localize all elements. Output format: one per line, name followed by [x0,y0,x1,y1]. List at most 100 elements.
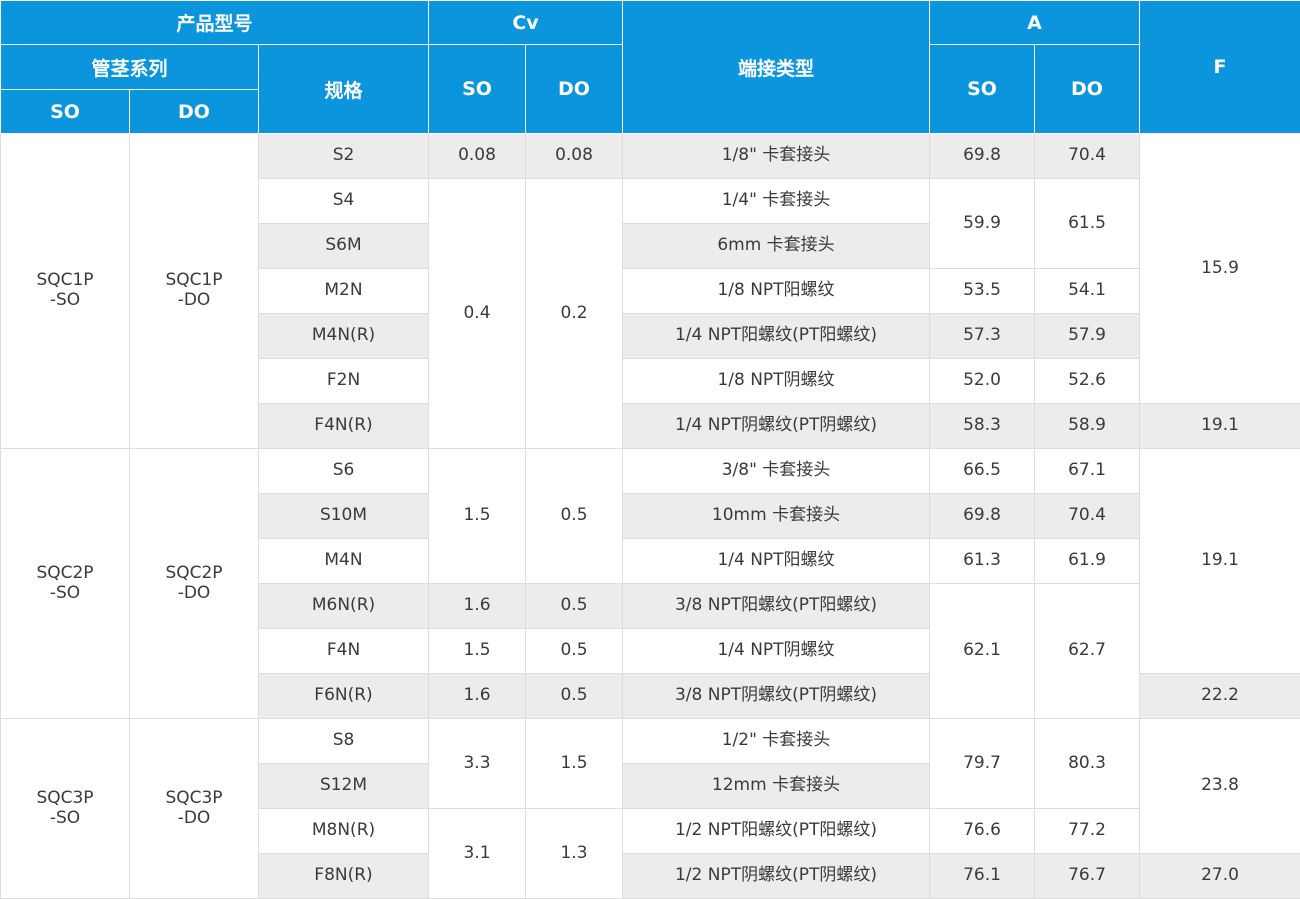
header-spec: 规格 [259,45,429,134]
a-do-cell: 57.9 [1035,314,1140,359]
table-row: SQC3P-SO SQC3P-DO S8 3.3 1.5 1/2" 卡套接头 7… [1,719,1300,764]
cv-do-cell: 0.5 [526,449,623,584]
end-type-cell: 1/8" 卡套接头 [623,134,930,179]
table-row: SQC1P-SO SQC1P-DO S2 0.08 0.08 1/8" 卡套接头… [1,134,1300,179]
header-cv-so: SO [429,45,526,134]
so-series-cell: SQC2P-SO [1,449,130,719]
a-so-cell: 58.3 [930,404,1035,449]
do-series-cell: SQC1P-DO [130,134,259,449]
end-type-cell: 1/8 NPT阴螺纹 [623,359,930,404]
cv-do-cell: 0.5 [526,674,623,719]
table-row: SQC2P-SO SQC2P-DO S6 1.5 0.5 3/8" 卡套接头 6… [1,449,1300,494]
spec-cell: F4N [259,629,429,674]
cv-do-cell: 1.3 [526,809,623,899]
a-so-cell: 69.8 [930,134,1035,179]
end-type-cell: 1/4 NPT阴螺纹 [623,629,930,674]
spec-cell: M2N [259,269,429,314]
end-type-cell: 3/8" 卡套接头 [623,449,930,494]
cv-so-cell: 0.4 [429,179,526,449]
a-so-cell: 69.8 [930,494,1035,539]
a-so-cell: 62.1 [930,584,1035,719]
end-type-cell: 1/8 NPT阳螺纹 [623,269,930,314]
a-do-cell: 70.4 [1035,134,1140,179]
spec-cell: M6N(R) [259,584,429,629]
a-do-cell: 61.9 [1035,539,1140,584]
header-a: A [930,1,1140,45]
cv-do-cell: 0.5 [526,629,623,674]
header-a-do: DO [1035,45,1140,134]
cv-so-cell: 1.6 [429,584,526,629]
header-product-model: 产品型号 [1,1,429,45]
f-cell: 19.1 [1140,404,1300,449]
end-type-cell: 3/8 NPT阳螺纹(PT阳螺纹) [623,584,930,629]
spec-cell: S4 [259,179,429,224]
a-do-cell: 62.7 [1035,584,1140,719]
spec-cell: S6 [259,449,429,494]
f-cell: 15.9 [1140,134,1300,404]
cv-so-cell: 1.5 [429,449,526,584]
spec-cell: M4N [259,539,429,584]
end-type-cell: 6mm 卡套接头 [623,224,930,269]
spec-cell: M4N(R) [259,314,429,359]
header-end-type: 端接类型 [623,1,930,134]
a-do-cell: 58.9 [1035,404,1140,449]
do-series-cell: SQC2P-DO [130,449,259,719]
cv-do-cell: 0.08 [526,134,623,179]
a-do-cell: 80.3 [1035,719,1140,809]
spec-cell: S12M [259,764,429,809]
a-do-cell: 54.1 [1035,269,1140,314]
header-a-so: SO [930,45,1035,134]
a-do-cell: 67.1 [1035,449,1140,494]
f-cell: 19.1 [1140,449,1300,674]
spec-cell: F6N(R) [259,674,429,719]
cv-so-cell: 1.5 [429,629,526,674]
f-cell: 23.8 [1140,719,1300,854]
a-do-cell: 70.4 [1035,494,1140,539]
cv-do-cell: 0.2 [526,179,623,449]
end-type-cell: 1/4 NPT阴螺纹(PT阴螺纹) [623,404,930,449]
header-series-so: SO [1,90,130,134]
spec-cell: S2 [259,134,429,179]
header-cv-do: DO [526,45,623,134]
a-so-cell: 57.3 [930,314,1035,359]
a-so-cell: 52.0 [930,359,1035,404]
spec-cell: F2N [259,359,429,404]
spec-cell: S10M [259,494,429,539]
end-type-cell: 1/2 NPT阳螺纹(PT阳螺纹) [623,809,930,854]
so-series-cell: SQC1P-SO [1,134,130,449]
spec-cell: S6M [259,224,429,269]
table-body: SQC1P-SO SQC1P-DO S2 0.08 0.08 1/8" 卡套接头… [1,134,1300,899]
f-cell: 22.2 [1140,674,1300,719]
end-type-cell: 1/2" 卡套接头 [623,719,930,764]
end-type-cell: 3/8 NPT阴螺纹(PT阴螺纹) [623,674,930,719]
a-so-cell: 53.5 [930,269,1035,314]
a-so-cell: 59.9 [930,179,1035,269]
cv-so-cell: 0.08 [429,134,526,179]
end-type-cell: 1/4" 卡套接头 [623,179,930,224]
a-so-cell: 66.5 [930,449,1035,494]
header-series-do: DO [130,90,259,134]
cv-do-cell: 1.5 [526,719,623,809]
cv-do-cell: 0.5 [526,584,623,629]
a-do-cell: 52.6 [1035,359,1140,404]
spec-cell: S8 [259,719,429,764]
spec-cell: M8N(R) [259,809,429,854]
header-tube-series: 管茎系列 [1,45,259,90]
end-type-cell: 12mm 卡套接头 [623,764,930,809]
end-type-cell: 1/4 NPT阳螺纹(PT阳螺纹) [623,314,930,359]
a-so-cell: 79.7 [930,719,1035,809]
a-do-cell: 61.5 [1035,179,1140,269]
end-type-cell: 10mm 卡套接头 [623,494,930,539]
header-f: F [1140,1,1300,134]
a-so-cell: 61.3 [930,539,1035,584]
cv-so-cell: 1.6 [429,674,526,719]
end-type-cell: 1/4 NPT阳螺纹 [623,539,930,584]
header-cv: Cv [429,1,623,45]
do-series-cell: SQC3P-DO [130,719,259,899]
a-so-cell: 76.6 [930,809,1035,854]
spec-cell: F4N(R) [259,404,429,449]
a-do-cell: 77.2 [1035,809,1140,854]
table-header: 产品型号 Cv 端接类型 A F 管茎系列 规格 SO DO SO DO SO … [1,1,1300,134]
cv-so-cell: 3.1 [429,809,526,899]
